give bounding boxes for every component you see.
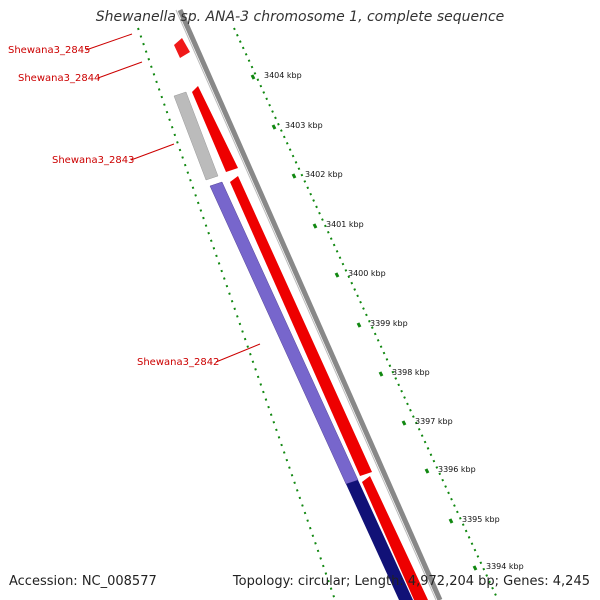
gene-label[interactable]: Shewana3_2844 [18,73,100,84]
tick-label: 3398 kbp [392,368,430,377]
tick-mark [271,124,277,130]
gene-forward-2842[interactable] [230,176,372,476]
tick-label: 3404 kbp [264,71,302,80]
gene-leader-line [215,343,261,363]
gene-leader-line [85,33,133,51]
tick-mark [312,223,318,229]
tick-mark [356,322,362,328]
tick-label: 3402 kbp [305,170,343,179]
tick-label: 3399 kbp [370,319,408,328]
inner-ruler-line [137,27,336,600]
backbone-inner-line [175,9,437,600]
gene-forward-2841[interactable] [362,476,428,600]
tick-mark [424,468,430,474]
gene-label[interactable]: Shewana3_2845 [8,45,90,56]
tick-label: 3394 kbp [486,562,524,571]
accession-text: Accession: NC_008577 [9,574,157,589]
tick-mark [401,420,407,426]
tick-mark [250,74,256,80]
gene-dark-segment[interactable] [346,480,413,600]
backbone-line [177,8,443,600]
tick-mark [334,272,340,278]
tick-label: 3401 kbp [326,220,364,229]
tick-label: 3395 kbp [462,515,500,524]
gene-shewana3-2843[interactable] [173,91,219,181]
tick-mark [472,565,478,571]
tick-label: 3400 kbp [348,269,386,278]
tick-mark [448,518,454,524]
tick-mark [291,173,297,179]
gene-shewana3-2844[interactable] [192,86,238,172]
gene-label[interactable]: Shewana3_2842 [137,357,219,368]
gene-leader-line [97,61,143,79]
gene-label[interactable]: Shewana3_2843 [52,155,134,166]
tick-label: 3396 kbp [438,465,476,474]
summary-text: Topology: circular; Length: 4,972,204 bp… [232,574,590,589]
gene-shewana3-2845[interactable] [174,38,190,58]
tick-mark [378,371,384,377]
tick-label: 3397 kbp [415,417,453,426]
map-title: Shewanella sp. ANA-3 chromosome 1, compl… [95,9,505,25]
gene-leader-line [130,143,175,161]
tick-label: 3403 kbp [285,121,323,130]
